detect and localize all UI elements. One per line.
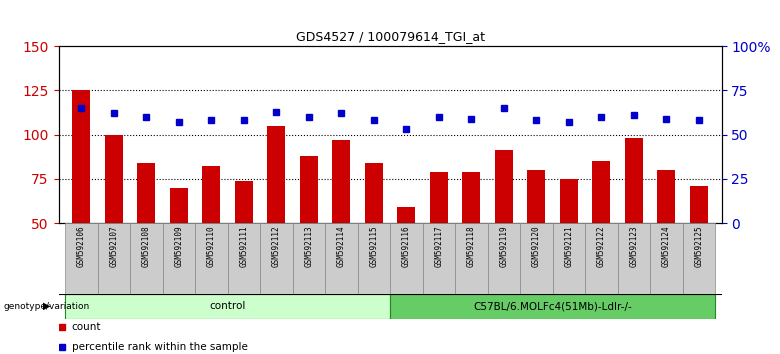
- Bar: [228, 223, 260, 294]
- Bar: [690, 186, 707, 223]
- Bar: [618, 223, 650, 294]
- Bar: [98, 223, 130, 294]
- Text: GSM592122: GSM592122: [597, 225, 606, 267]
- Text: GSM592108: GSM592108: [142, 225, 151, 267]
- Text: GSM592117: GSM592117: [434, 225, 443, 267]
- Text: C57BL/6.MOLFc4(51Mb)-Ldlr-/-: C57BL/6.MOLFc4(51Mb)-Ldlr-/-: [473, 301, 632, 311]
- Text: count: count: [72, 322, 101, 332]
- Bar: [137, 163, 155, 223]
- Text: GSM592118: GSM592118: [466, 225, 476, 267]
- Text: GSM592119: GSM592119: [499, 225, 509, 267]
- Bar: [658, 170, 675, 223]
- Text: GSM592112: GSM592112: [271, 225, 281, 267]
- Bar: [397, 207, 415, 223]
- Bar: [488, 223, 520, 294]
- Text: GSM592116: GSM592116: [402, 225, 411, 267]
- Text: GSM592109: GSM592109: [174, 225, 183, 267]
- Text: GSM592114: GSM592114: [337, 225, 346, 267]
- Bar: [73, 90, 90, 223]
- Bar: [300, 156, 317, 223]
- Bar: [592, 161, 610, 223]
- Bar: [260, 223, 292, 294]
- Bar: [527, 170, 545, 223]
- Bar: [455, 223, 488, 294]
- Bar: [560, 179, 578, 223]
- Text: ▶: ▶: [43, 301, 51, 311]
- Bar: [325, 223, 357, 294]
- Bar: [357, 223, 390, 294]
- Bar: [292, 223, 325, 294]
- Text: GSM592107: GSM592107: [109, 225, 119, 267]
- Text: GSM592120: GSM592120: [532, 225, 541, 267]
- Bar: [520, 223, 552, 294]
- Bar: [162, 223, 195, 294]
- Bar: [390, 294, 715, 319]
- Bar: [130, 223, 162, 294]
- Bar: [390, 223, 423, 294]
- Bar: [235, 181, 253, 223]
- Text: genotype/variation: genotype/variation: [4, 302, 90, 311]
- Text: GSM592113: GSM592113: [304, 225, 314, 267]
- Text: GSM592111: GSM592111: [239, 225, 248, 267]
- Bar: [585, 223, 618, 294]
- Text: GSM592115: GSM592115: [369, 225, 378, 267]
- Bar: [495, 150, 512, 223]
- Text: GSM592125: GSM592125: [694, 225, 704, 267]
- Text: control: control: [209, 301, 246, 311]
- Bar: [430, 172, 448, 223]
- Bar: [682, 223, 715, 294]
- Bar: [332, 140, 350, 223]
- Bar: [552, 223, 585, 294]
- Text: GSM592121: GSM592121: [564, 225, 573, 267]
- Bar: [65, 294, 390, 319]
- Text: GSM592106: GSM592106: [76, 225, 86, 267]
- Bar: [202, 166, 220, 223]
- Text: GSM592110: GSM592110: [207, 225, 216, 267]
- Bar: [650, 223, 682, 294]
- Bar: [365, 163, 383, 223]
- Bar: [170, 188, 188, 223]
- Text: GSM592124: GSM592124: [661, 225, 671, 267]
- Bar: [268, 126, 285, 223]
- Text: GSM592123: GSM592123: [629, 225, 638, 267]
- Bar: [463, 172, 480, 223]
- Bar: [105, 135, 122, 223]
- Bar: [195, 223, 228, 294]
- Bar: [65, 223, 98, 294]
- Bar: [625, 138, 643, 223]
- Bar: [423, 223, 455, 294]
- Text: percentile rank within the sample: percentile rank within the sample: [72, 342, 247, 352]
- Title: GDS4527 / 100079614_TGI_at: GDS4527 / 100079614_TGI_at: [296, 30, 484, 44]
